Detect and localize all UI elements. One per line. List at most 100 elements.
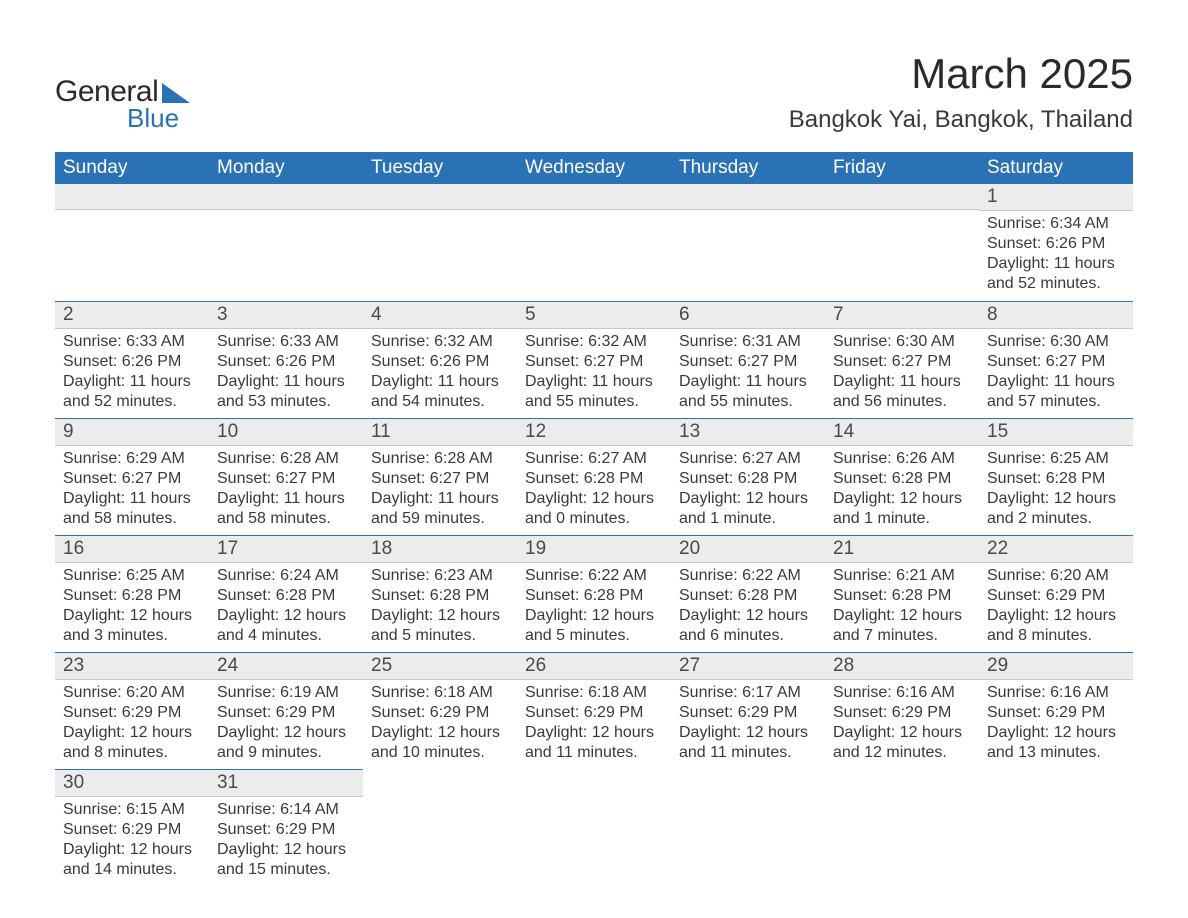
calendar-cell: 1Sunrise: 6:34 AMSunset: 6:26 PMDaylight… — [979, 184, 1133, 301]
detail-line: and 0 minutes. — [525, 509, 663, 529]
detail-line: and 5 minutes. — [371, 626, 509, 646]
title-block: March 2025 Bangkok Yai, Bangkok, Thailan… — [789, 50, 1133, 134]
day-detail: Sunrise: 6:14 AMSunset: 6:29 PMDaylight:… — [209, 797, 363, 886]
day-number: 30 — [55, 769, 209, 797]
calendar-cell: 31Sunrise: 6:14 AMSunset: 6:29 PMDayligh… — [209, 769, 363, 886]
calendar-header-row: Sunday Monday Tuesday Wednesday Thursday… — [55, 152, 1133, 184]
calendar-cell — [671, 769, 825, 886]
detail-line: Sunset: 6:29 PM — [987, 586, 1125, 606]
day-detail: Sunrise: 6:30 AMSunset: 6:27 PMDaylight:… — [825, 329, 979, 418]
day-detail: Sunrise: 6:15 AMSunset: 6:29 PMDaylight:… — [55, 797, 209, 886]
day-detail — [825, 795, 979, 877]
day-detail: Sunrise: 6:21 AMSunset: 6:28 PMDaylight:… — [825, 563, 979, 652]
day-number: 27 — [671, 652, 825, 680]
detail-line: and 2 minutes. — [987, 509, 1125, 529]
detail-line: Sunrise: 6:16 AM — [987, 683, 1125, 703]
calendar-week: 16Sunrise: 6:25 AMSunset: 6:28 PMDayligh… — [55, 535, 1133, 652]
day-number: 26 — [517, 652, 671, 680]
day-number — [979, 769, 1133, 795]
detail-line: and 6 minutes. — [679, 626, 817, 646]
detail-line: and 56 minutes. — [833, 392, 971, 412]
calendar-cell — [671, 184, 825, 301]
day-number: 25 — [363, 652, 517, 680]
detail-line: Sunrise: 6:18 AM — [525, 683, 663, 703]
day-detail — [363, 210, 517, 300]
detail-line: Sunrise: 6:30 AM — [833, 332, 971, 352]
detail-line: and 1 minute. — [679, 509, 817, 529]
detail-line: Sunrise: 6:27 AM — [525, 449, 663, 469]
detail-line: Daylight: 11 hours — [217, 372, 355, 392]
dow-friday: Friday — [825, 152, 979, 184]
detail-line: Daylight: 11 hours — [525, 372, 663, 392]
calendar-cell: 2Sunrise: 6:33 AMSunset: 6:26 PMDaylight… — [55, 301, 209, 418]
detail-line: Sunrise: 6:28 AM — [217, 449, 355, 469]
calendar-cell: 22Sunrise: 6:20 AMSunset: 6:29 PMDayligh… — [979, 535, 1133, 652]
calendar-cell: 25Sunrise: 6:18 AMSunset: 6:29 PMDayligh… — [363, 652, 517, 769]
day-detail: Sunrise: 6:30 AMSunset: 6:27 PMDaylight:… — [979, 329, 1133, 418]
day-number — [209, 184, 363, 210]
dow-wednesday: Wednesday — [517, 152, 671, 184]
detail-line: Sunrise: 6:33 AM — [217, 332, 355, 352]
detail-line: Sunrise: 6:19 AM — [217, 683, 355, 703]
detail-line: Sunset: 6:29 PM — [371, 703, 509, 723]
calendar-cell — [209, 184, 363, 301]
detail-line: Daylight: 12 hours — [987, 489, 1125, 509]
detail-line: Sunset: 6:27 PM — [371, 469, 509, 489]
calendar-cell: 3Sunrise: 6:33 AMSunset: 6:26 PMDaylight… — [209, 301, 363, 418]
day-number: 28 — [825, 652, 979, 680]
detail-line: Sunrise: 6:29 AM — [63, 449, 201, 469]
detail-line: and 55 minutes. — [525, 392, 663, 412]
calendar-cell: 11Sunrise: 6:28 AMSunset: 6:27 PMDayligh… — [363, 418, 517, 535]
day-number: 9 — [55, 418, 209, 446]
day-detail: Sunrise: 6:20 AMSunset: 6:29 PMDaylight:… — [979, 563, 1133, 652]
header: General Blue March 2025 Bangkok Yai, Ban… — [55, 50, 1133, 134]
day-detail: Sunrise: 6:28 AMSunset: 6:27 PMDaylight:… — [363, 446, 517, 535]
calendar-week: 30Sunrise: 6:15 AMSunset: 6:29 PMDayligh… — [55, 769, 1133, 886]
day-number: 14 — [825, 418, 979, 446]
day-detail: Sunrise: 6:27 AMSunset: 6:28 PMDaylight:… — [671, 446, 825, 535]
detail-line: Sunset: 6:29 PM — [679, 703, 817, 723]
day-number: 13 — [671, 418, 825, 446]
detail-line: Daylight: 12 hours — [679, 489, 817, 509]
detail-line: Daylight: 11 hours — [987, 372, 1125, 392]
day-detail: Sunrise: 6:20 AMSunset: 6:29 PMDaylight:… — [55, 680, 209, 769]
calendar-body: 1Sunrise: 6:34 AMSunset: 6:26 PMDaylight… — [55, 184, 1133, 886]
detail-line: Sunset: 6:27 PM — [525, 352, 663, 372]
calendar-cell: 29Sunrise: 6:16 AMSunset: 6:29 PMDayligh… — [979, 652, 1133, 769]
calendar-cell: 7Sunrise: 6:30 AMSunset: 6:27 PMDaylight… — [825, 301, 979, 418]
day-detail: Sunrise: 6:25 AMSunset: 6:28 PMDaylight:… — [55, 563, 209, 652]
detail-line: Sunset: 6:27 PM — [63, 469, 201, 489]
day-number — [517, 184, 671, 210]
detail-line: and 8 minutes. — [987, 626, 1125, 646]
detail-line: Sunrise: 6:26 AM — [833, 449, 971, 469]
calendar-cell: 23Sunrise: 6:20 AMSunset: 6:29 PMDayligh… — [55, 652, 209, 769]
detail-line: Sunrise: 6:17 AM — [679, 683, 817, 703]
detail-line: Sunrise: 6:34 AM — [987, 214, 1125, 234]
detail-line: Sunrise: 6:18 AM — [371, 683, 509, 703]
day-detail: Sunrise: 6:18 AMSunset: 6:29 PMDaylight:… — [363, 680, 517, 769]
day-number — [825, 769, 979, 795]
day-number — [671, 184, 825, 210]
detail-line: Sunrise: 6:33 AM — [63, 332, 201, 352]
day-detail: Sunrise: 6:17 AMSunset: 6:29 PMDaylight:… — [671, 680, 825, 769]
calendar-cell: 18Sunrise: 6:23 AMSunset: 6:28 PMDayligh… — [363, 535, 517, 652]
detail-line: Sunset: 6:29 PM — [525, 703, 663, 723]
detail-line: Daylight: 11 hours — [371, 372, 509, 392]
detail-line: and 10 minutes. — [371, 743, 509, 763]
detail-line: Daylight: 11 hours — [63, 489, 201, 509]
detail-line: Sunset: 6:26 PM — [987, 234, 1125, 254]
detail-line: Sunset: 6:28 PM — [679, 586, 817, 606]
day-number: 20 — [671, 535, 825, 563]
day-detail — [979, 795, 1133, 877]
day-detail — [55, 210, 209, 300]
detail-line: Daylight: 12 hours — [833, 489, 971, 509]
calendar-cell: 8Sunrise: 6:30 AMSunset: 6:27 PMDaylight… — [979, 301, 1133, 418]
calendar-table: Sunday Monday Tuesday Wednesday Thursday… — [55, 152, 1133, 886]
detail-line: Daylight: 11 hours — [63, 372, 201, 392]
logo-text-blue: Blue — [127, 103, 190, 134]
calendar-cell: 17Sunrise: 6:24 AMSunset: 6:28 PMDayligh… — [209, 535, 363, 652]
day-number: 31 — [209, 769, 363, 797]
detail-line: Sunset: 6:29 PM — [833, 703, 971, 723]
calendar-cell — [517, 184, 671, 301]
calendar-cell: 27Sunrise: 6:17 AMSunset: 6:29 PMDayligh… — [671, 652, 825, 769]
